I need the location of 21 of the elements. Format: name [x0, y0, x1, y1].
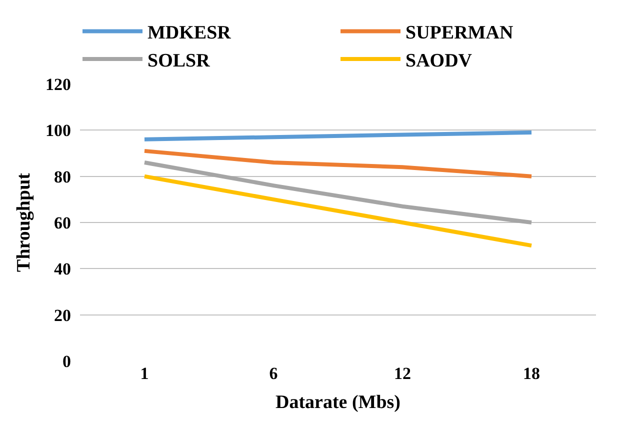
y-tick-label: 20: [54, 306, 71, 325]
legend-label: SUPERMAN: [406, 22, 514, 44]
legend-label: SOLSR: [148, 50, 210, 72]
line-series: [142, 160, 534, 224]
legend-label: SAODV: [406, 50, 472, 72]
y-axis-title: Throughput: [13, 172, 34, 272]
y-tick-label: 60: [54, 213, 71, 232]
legend-label: MDKESR: [148, 22, 232, 44]
y-tick-label: 80: [54, 167, 71, 186]
x-axis-title: Datarate (Mbs): [275, 392, 401, 413]
y-tick-label: 100: [46, 121, 71, 140]
x-tick-label: 18: [523, 364, 540, 383]
y-tick-label: 40: [54, 260, 71, 279]
x-tick-label: 6: [269, 364, 278, 383]
x-tick-label: 1: [140, 364, 149, 383]
x-tick-label: 12: [394, 364, 411, 383]
y-tick-label: 0: [62, 352, 71, 371]
line-series: [142, 130, 534, 142]
line-series: [142, 148, 534, 178]
y-tick-label: 120: [46, 74, 71, 94]
line-series: [142, 174, 534, 248]
